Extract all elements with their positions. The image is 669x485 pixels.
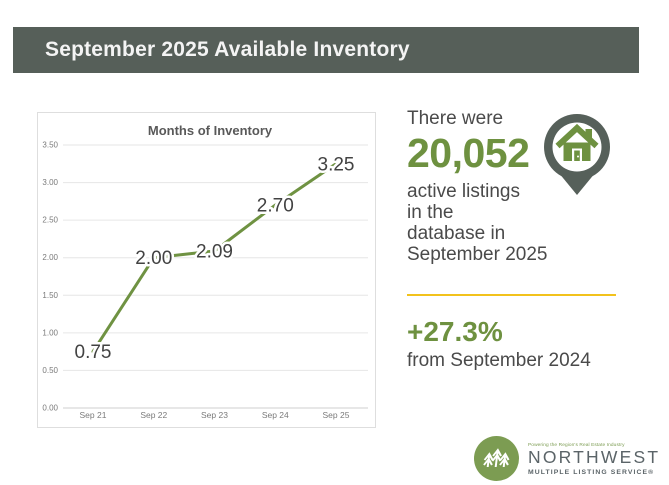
stats-description-line: active listings <box>407 181 520 202</box>
svg-text:3.00: 3.00 <box>42 178 58 187</box>
logo-subtitle: MULTIPLE LISTING SERVICE® <box>528 468 655 476</box>
svg-text:2.00: 2.00 <box>42 253 58 262</box>
active-listings-stats: There were 20,052 active listings in the… <box>407 108 637 265</box>
yellow-divider-line <box>407 294 616 296</box>
yoy-change-block: +27.3% from September 2024 <box>407 317 591 372</box>
logo-text-block: Powering the Region's Real Estate Indust… <box>528 441 660 476</box>
svg-text:1.00: 1.00 <box>42 328 58 337</box>
svg-text:1.50: 1.50 <box>42 291 58 300</box>
trees-icon <box>474 436 519 481</box>
location-pin-icon <box>544 114 610 195</box>
svg-text:3.25: 3.25 <box>318 154 355 175</box>
svg-text:0.00: 0.00 <box>42 404 58 413</box>
logo-name: NORTHWEST <box>528 447 661 468</box>
stats-description-line: in the <box>407 202 454 223</box>
pin-tail <box>554 167 600 195</box>
stats-intro-text: There were <box>407 108 504 129</box>
svg-text:2.70: 2.70 <box>257 196 294 217</box>
svg-text:Sep 22: Sep 22 <box>140 410 167 420</box>
svg-text:0.75: 0.75 <box>75 342 112 363</box>
svg-text:Sep 25: Sep 25 <box>323 410 350 420</box>
stats-description-line: database in <box>407 223 506 244</box>
svg-text:Sep 23: Sep 23 <box>201 410 228 420</box>
yoy-change-value: +27.3% <box>407 316 503 347</box>
svg-text:2.09: 2.09 <box>196 242 233 263</box>
svg-text:Months of Inventory: Months of Inventory <box>148 123 273 138</box>
header-bar: September 2025 Available Inventory <box>13 27 639 73</box>
svg-text:Sep 24: Sep 24 <box>262 410 289 420</box>
active-listings-count: 20,052 <box>407 130 530 176</box>
svg-text:2.50: 2.50 <box>42 216 58 225</box>
svg-text:Sep 21: Sep 21 <box>80 410 107 420</box>
house-icon <box>555 123 599 161</box>
nwmls-logo: Powering the Region's Real Estate Indust… <box>474 436 660 481</box>
svg-text:3.50: 3.50 <box>42 141 58 150</box>
svg-text:0.50: 0.50 <box>42 366 58 375</box>
svg-text:2.00: 2.00 <box>135 248 172 269</box>
stats-description: active listings in the database in Septe… <box>407 181 637 265</box>
stats-description-line: September 2025 <box>407 244 548 265</box>
page-title: September 2025 Available Inventory <box>45 38 410 61</box>
months-of-inventory-chart-card: 3.50 3.00 2.50 2.00 1.50 1.00 0.50 0.00 Sep 21 Se… <box>37 112 376 428</box>
yoy-change-note: from September 2024 <box>407 350 591 371</box>
months-of-inventory-line-chart: 3.50 3.00 2.50 2.00 1.50 1.00 0.50 0.00 Sep 21 Se… <box>42 123 368 420</box>
logo-tagline: Powering the Region's Real Estate Indust… <box>528 443 625 449</box>
